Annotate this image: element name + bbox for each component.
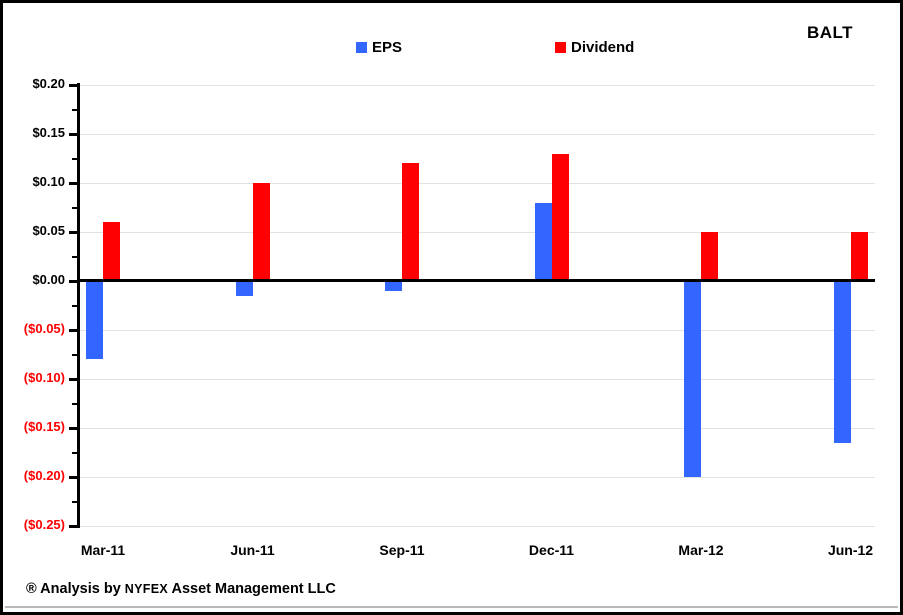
y-axis-label: $0.05 [32,223,65,238]
eps-bar-Mar-11 [86,281,103,360]
x-axis-label-Jun-11: Jun-11 [230,542,275,558]
attribution-text: ® Analysis by NYFEX Asset Management LLC [26,581,336,597]
eps-bar-Mar-12 [684,281,701,477]
dividend-bar-Sep-11 [402,163,419,281]
x-axis-label-Mar-11: Mar-11 [80,542,126,558]
y-axis-label: $0.20 [32,76,65,91]
gridline [80,134,875,135]
y-axis-label: ($0.15) [23,419,65,434]
y-axis-major-tick [69,84,80,87]
y-axis-label: $0.15 [32,125,65,140]
gridline [80,526,875,527]
y-axis-line [77,83,80,528]
eps-legend-label: EPS [372,39,403,56]
zero-axis-line [77,279,875,282]
gridline [80,85,875,86]
gridline [80,183,875,184]
eps-bar-Jun-11 [235,281,253,296]
legend-item-eps: EPS [356,39,402,56]
dividend-legend-label: Dividend [571,39,635,56]
plot-area: $0.20 $0.15 $0.10 $0.05 $0.00 ($0.05) ($0.10) (… [3,3,900,612]
y-axis-major-tick [69,378,80,381]
attribution-prefix: ® Analysis by [26,581,125,597]
y-axis-minor-tick [72,108,80,111]
y-axis-major-tick [69,133,80,136]
dividend-bar-Jun-11 [252,183,270,281]
y-axis-minor-tick [72,500,80,503]
y-axis-major-tick [69,182,80,185]
attribution-suffix: Asset Management LLC [167,581,336,597]
y-axis-major-tick [69,525,80,528]
y-axis-major-tick [69,280,80,283]
gridline [80,379,875,380]
gridline [80,232,875,233]
x-axis-label-Mar-12: Mar-12 [678,542,724,558]
x-axis-label-Dec-11: Dec-11 [528,542,575,558]
dividend-bar-Dec-11 [551,153,569,281]
dividend-bar-Jun-12 [850,232,868,281]
y-axis-label: $0.10 [32,174,65,189]
gridline [80,330,875,331]
eps-legend-swatch-icon [356,42,367,53]
eps-bar-Dec-11 [534,202,552,281]
y-axis-minor-tick [72,353,80,356]
y-axis-label: ($0.10) [23,370,65,385]
y-axis-minor-tick [72,402,80,405]
y-axis-label: ($0.05) [23,321,65,336]
y-axis-major-tick [69,427,80,430]
bottom-divider [5,606,898,608]
eps-bar-Sep-11 [385,281,402,291]
dividend-bar-Mar-12 [701,232,718,281]
x-axis-label-Jun-12: Jun-12 [827,542,874,558]
y-axis-major-tick [69,231,80,234]
gridline [80,428,875,429]
dividend-bar-Mar-11 [103,222,120,281]
y-axis-minor-tick [72,304,80,307]
y-axis-major-tick [69,476,80,479]
attribution-brand: NYFEX [124,582,168,596]
eps-bar-Jun-12 [833,281,851,443]
legend-item-dividend: Dividend [555,39,634,56]
y-axis-minor-tick [72,157,80,160]
gridline [80,477,875,478]
y-axis-label: $0.00 [32,272,65,287]
dividend-legend-swatch-icon [555,42,566,53]
y-axis-minor-tick [72,255,80,258]
y-axis-minor-tick [72,206,80,209]
y-axis-label: ($0.25) [23,517,65,532]
y-axis-minor-tick [72,451,80,454]
x-axis-label-Sep-11: Sep-11 [379,542,425,558]
y-axis-major-tick [69,329,80,332]
ticker-title: BALT [806,23,853,42]
y-axis-label: ($0.20) [23,468,65,483]
